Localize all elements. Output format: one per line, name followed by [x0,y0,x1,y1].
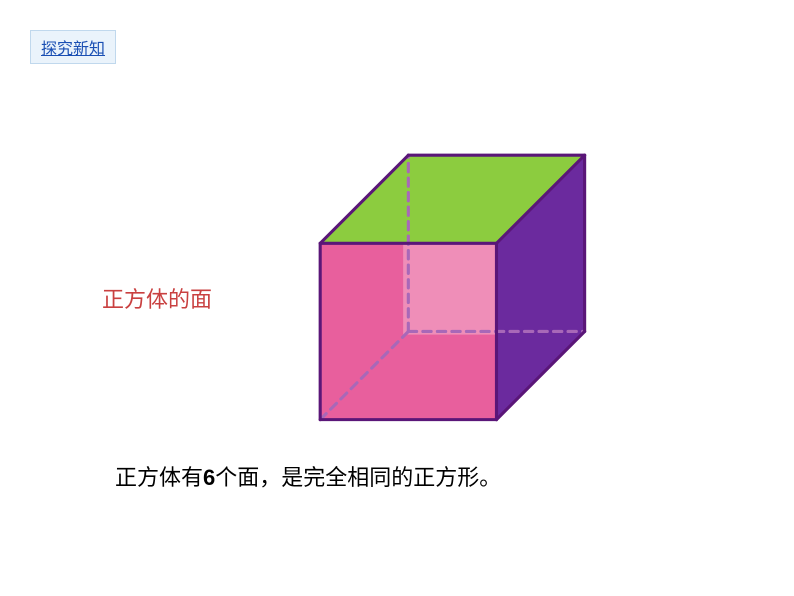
desc-suffix: 个面，是完全相同的正方形。 [215,465,501,490]
section-tag[interactable]: 探究新知 [30,30,116,64]
description-text: 正方体有6个面，是完全相同的正方形。 [115,460,501,492]
face-label: 正方体的面 [102,282,212,314]
cube-diagram [305,150,605,430]
desc-prefix: 正方体有 [115,465,203,490]
face-count: 6 [203,465,215,490]
